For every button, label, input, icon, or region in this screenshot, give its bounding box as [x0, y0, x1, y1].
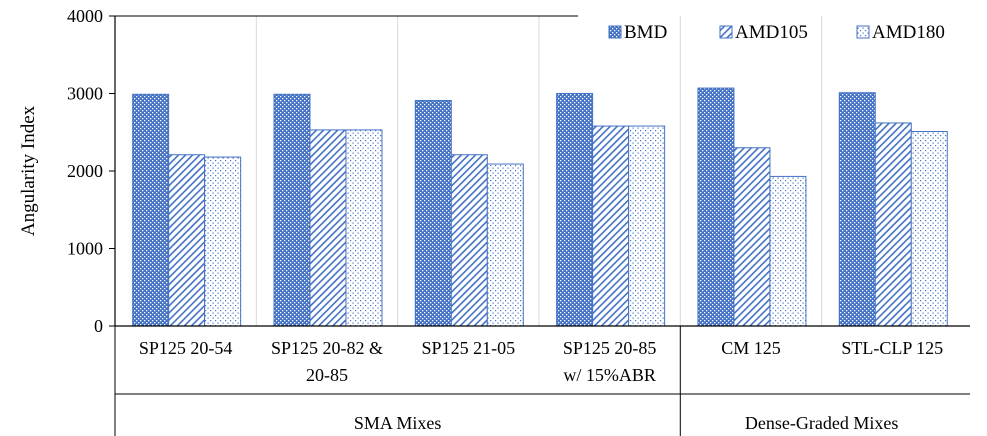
category-label: 20-85	[306, 365, 348, 385]
y-tick-label: 4000	[67, 6, 103, 26]
bar-amd105	[309, 129, 347, 327]
bar-amd180	[204, 156, 242, 327]
legend-swatch-bmd	[608, 25, 622, 39]
y-tick-label: 0	[94, 316, 103, 336]
category-label: w/ 15%ABR	[563, 365, 656, 385]
bar-amd105	[168, 154, 206, 327]
category-label: SP125 20-82 &	[271, 338, 383, 358]
category-label: SP125 21-05	[422, 338, 516, 358]
category-label: CM 125	[721, 338, 781, 358]
category-label: SP125 20-54	[139, 338, 233, 358]
legend-swatch-amd180	[856, 25, 870, 39]
bar-amd180	[486, 163, 524, 327]
y-axis-title: Angularity Index	[18, 105, 39, 236]
bar-amd180	[769, 175, 807, 327]
bar-bmd	[273, 93, 311, 327]
bars	[132, 87, 948, 327]
legend-label-amd180: AMD180	[872, 22, 945, 43]
bar-bmd	[697, 87, 735, 327]
bar-amd105	[874, 122, 912, 327]
group-label: Dense-Graded Mixes	[745, 413, 898, 433]
bar-amd105	[450, 154, 488, 327]
bar-bmd	[838, 92, 876, 327]
legend-label-bmd: BMD	[624, 22, 667, 43]
labels: 0 1000 2000 3000 4000 SMA Mixes Dense-Graded M…	[67, 6, 943, 433]
y-tick-label: 2000	[67, 161, 103, 181]
bar-bmd	[132, 93, 170, 327]
bar-amd180	[345, 129, 383, 327]
legend-swatch-amd105	[719, 25, 733, 39]
bar-amd180	[910, 130, 948, 327]
axes	[109, 15, 970, 436]
bar-amd105	[592, 125, 630, 327]
bar-bmd	[414, 99, 452, 327]
bar-amd180	[628, 125, 666, 327]
legend: BMD AMD105 AMD180	[608, 22, 945, 43]
y-tick-label: 1000	[67, 239, 103, 259]
group-label: SMA Mixes	[354, 413, 442, 433]
category-label: SP125 20-85	[563, 338, 657, 358]
y-tick-label: 3000	[67, 84, 103, 104]
bar-amd105	[733, 147, 771, 327]
grid-lines	[255, 16, 823, 326]
bar-bmd	[556, 93, 594, 327]
legend-label-amd105: AMD105	[735, 22, 808, 43]
category-label: STL-CLP 125	[841, 338, 943, 358]
